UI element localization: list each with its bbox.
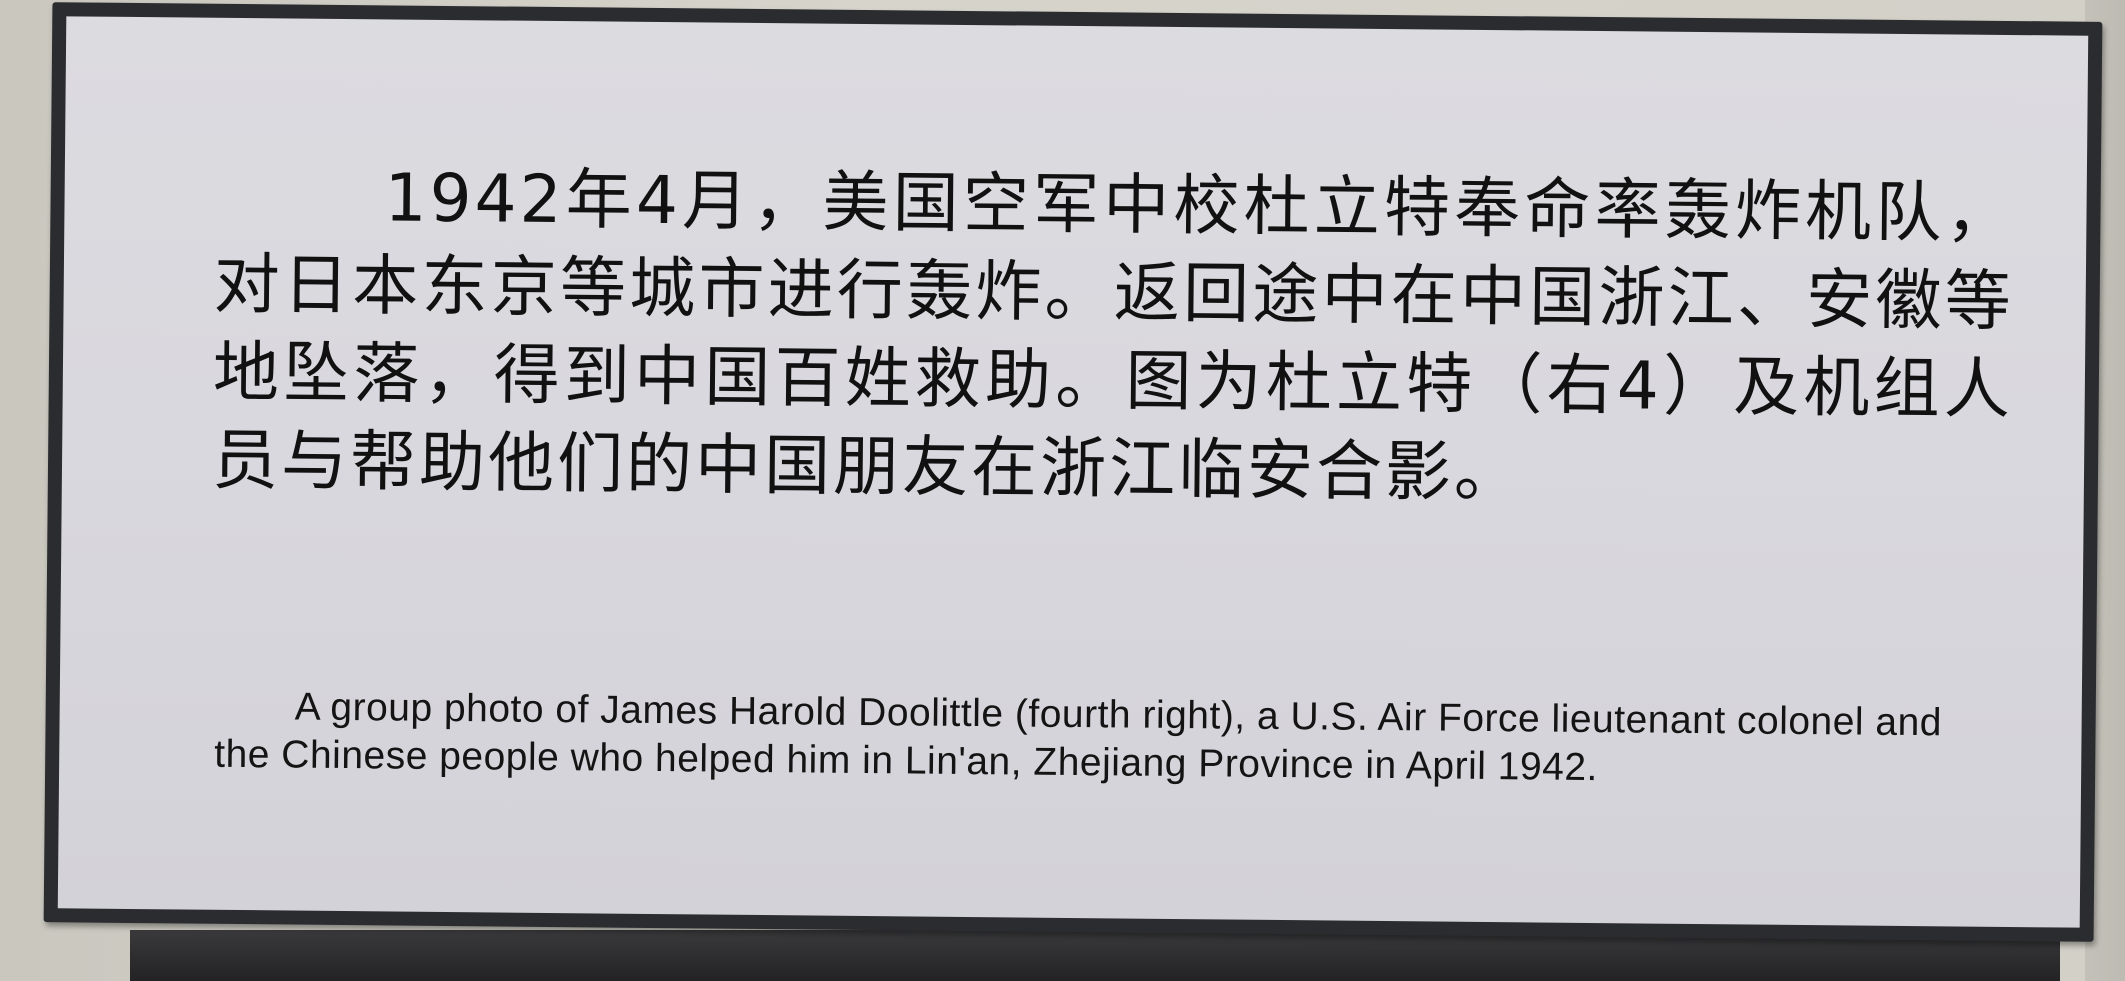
wall-base-shadow bbox=[130, 930, 2060, 981]
placard-frame: 1942年4月，美国空军中校杜立特奉命率轰炸机队，对日本东京等城市进行轰炸。返回… bbox=[43, 2, 2103, 942]
chinese-caption-text: 1942年4月，美国空军中校杜立特奉命率轰炸机队，对日本东京等城市进行轰炸。返回… bbox=[211, 159, 2015, 512]
museum-placard: 1942年4月，美国空军中校杜立特奉命率轰炸机队，对日本东京等城市进行轰炸。返回… bbox=[57, 16, 2089, 928]
english-caption-text: A group photo of James Harold Doolittle … bbox=[214, 685, 1943, 790]
